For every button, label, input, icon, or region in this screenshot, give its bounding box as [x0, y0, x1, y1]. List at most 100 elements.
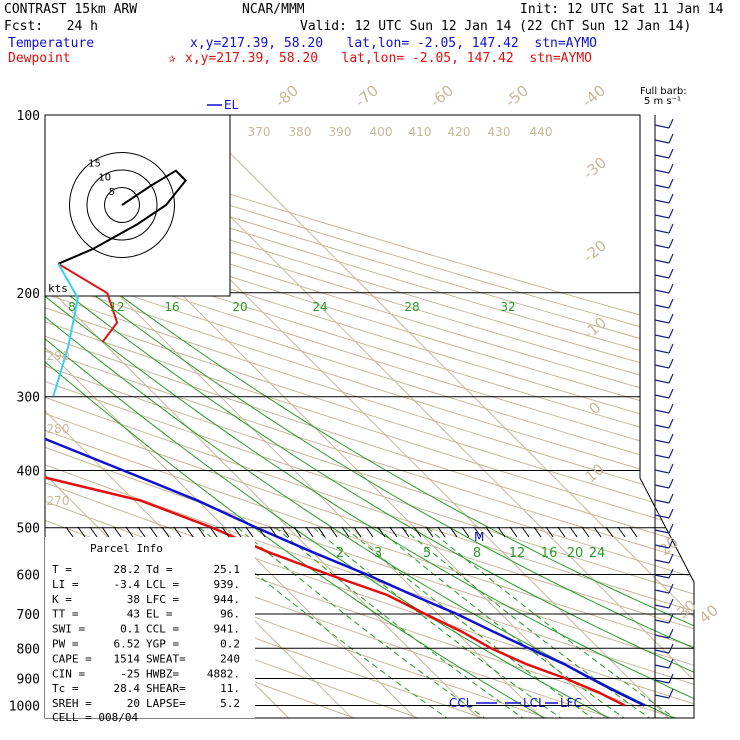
theta-label: 380 — [289, 125, 312, 139]
wind-barb — [654, 544, 670, 549]
wind-barb — [654, 619, 670, 624]
mixing-ratio-label: 16 — [541, 546, 558, 561]
theta-label: 400 — [370, 125, 393, 139]
theta-label: 290 — [47, 349, 70, 363]
skew-temp-label: 0 — [585, 398, 604, 418]
barb-legend-units: 5 m s⁻¹ — [644, 96, 681, 107]
theta-label: 410 — [409, 125, 432, 139]
wind-barb-flag — [668, 568, 674, 579]
hatch-mark — [353, 526, 362, 538]
dry-adiabat-line — [45, 115, 694, 718]
moist-adiabat-label: 24 — [312, 300, 327, 314]
skew-temp-label: -30 — [580, 153, 610, 183]
wind-barb-flag — [668, 643, 674, 654]
theta-label: 370 — [248, 125, 271, 139]
wind-barb-flag — [668, 163, 674, 174]
hatch-mark — [605, 526, 614, 538]
skew-temp-label: -20 — [580, 236, 610, 266]
hatch-mark — [125, 526, 134, 538]
hatch-mark — [365, 526, 374, 538]
wind-barb-flag — [668, 118, 674, 129]
parcel-label: HWBZ= — [146, 667, 179, 680]
parcel-value: 28.2 — [114, 563, 141, 576]
parcel-label: LFC = — [146, 593, 179, 606]
hatch-mark — [101, 526, 110, 538]
wind-barb — [654, 154, 670, 159]
skew-temp-label: -60 — [427, 81, 457, 111]
wind-barb — [654, 139, 670, 144]
isotherm-line — [0, 115, 35, 718]
isotherm-line — [191, 115, 694, 718]
mixing-ratio-label: 8 — [473, 546, 481, 561]
hatch-mark — [257, 526, 266, 538]
hatch-mark — [317, 526, 326, 538]
wind-barb — [654, 559, 670, 564]
hatch-mark — [557, 526, 566, 538]
parcel-label: YGP = — [146, 638, 179, 651]
dewpoint-station-info: x,y=217.39, 58.20 lat,lon= -2.05, 147.42… — [185, 51, 592, 66]
m-marker-label: M — [474, 530, 484, 544]
hatch-mark — [161, 526, 170, 538]
wind-barb — [654, 244, 670, 249]
hatch-mark — [305, 526, 314, 538]
hatch-mark — [449, 526, 458, 538]
theta-label: 440 — [530, 125, 553, 139]
mixing-ratio-label: 24 — [589, 546, 606, 561]
dry-adiabat-line — [45, 115, 694, 718]
mixing-ratio-label: 2 — [336, 546, 344, 561]
theta-label: 270 — [47, 494, 70, 508]
wind-barb-flag — [668, 343, 674, 354]
hatch-mark — [425, 526, 434, 538]
wind-barb-flag — [668, 628, 674, 639]
hatch-mark — [281, 526, 290, 538]
parcel-info-box — [45, 537, 255, 718]
hatch-mark — [329, 526, 338, 538]
parcel-label: PW = — [52, 638, 79, 651]
pressure-label: 200 — [17, 287, 40, 302]
skew-temp-label: -80 — [272, 81, 302, 111]
dry-adiabat-line — [45, 115, 694, 718]
parcel-value: 0.2 — [220, 638, 240, 651]
wind-barb-flag — [668, 448, 674, 459]
hatch-mark — [149, 526, 158, 538]
model-title: CONTRAST 15km ARW — [4, 2, 138, 17]
parcel-value: 0.1 — [120, 623, 140, 636]
wind-barb-flag — [668, 583, 674, 594]
hatch-mark — [461, 526, 470, 538]
isotherm-line — [45, 115, 416, 718]
parcel-label: LI = — [52, 578, 79, 591]
hatch-mark — [233, 526, 242, 538]
parcel-label: LCL = — [146, 578, 179, 591]
pressure-label: 1000 — [9, 699, 40, 714]
hodograph-trace — [57, 169, 188, 265]
wind-barb — [654, 259, 670, 264]
hodograph-trace — [57, 262, 119, 343]
parcel-label: SWEAT= — [146, 652, 186, 665]
hatch-mark — [569, 526, 578, 538]
parcel-label: Tc = — [52, 682, 79, 695]
parcel-value: 20 — [127, 697, 140, 710]
wind-barb — [654, 604, 670, 609]
barb-legend-title: Full barb: — [640, 86, 687, 97]
wind-barb — [654, 634, 670, 639]
hodograph-ring-label: 5 — [109, 187, 115, 198]
wind-barb-flag — [668, 478, 674, 489]
wind-barb — [654, 124, 670, 129]
mixing-ratio-line — [376, 527, 625, 718]
wind-barb-flag — [668, 133, 674, 144]
wind-barb-flag — [668, 523, 674, 534]
dry-adiabat-line — [45, 115, 694, 718]
dry-adiabat-line — [45, 115, 694, 718]
pressure-label: 800 — [17, 642, 40, 657]
mixing-ratio-line — [427, 527, 675, 718]
wind-barb-flag — [668, 403, 674, 414]
hatch-mark — [377, 526, 386, 538]
wind-barb — [654, 664, 670, 669]
parcel-value: 4882. — [207, 667, 240, 680]
parcel-value: 25.1 — [214, 563, 241, 576]
wind-barb — [654, 649, 670, 654]
hodograph-units-label: kts — [48, 282, 68, 295]
parcel-value: 939. — [214, 578, 241, 591]
moist-adiabat-label: 12 — [109, 300, 124, 314]
mixing-ratio-label: 12 — [509, 546, 526, 561]
